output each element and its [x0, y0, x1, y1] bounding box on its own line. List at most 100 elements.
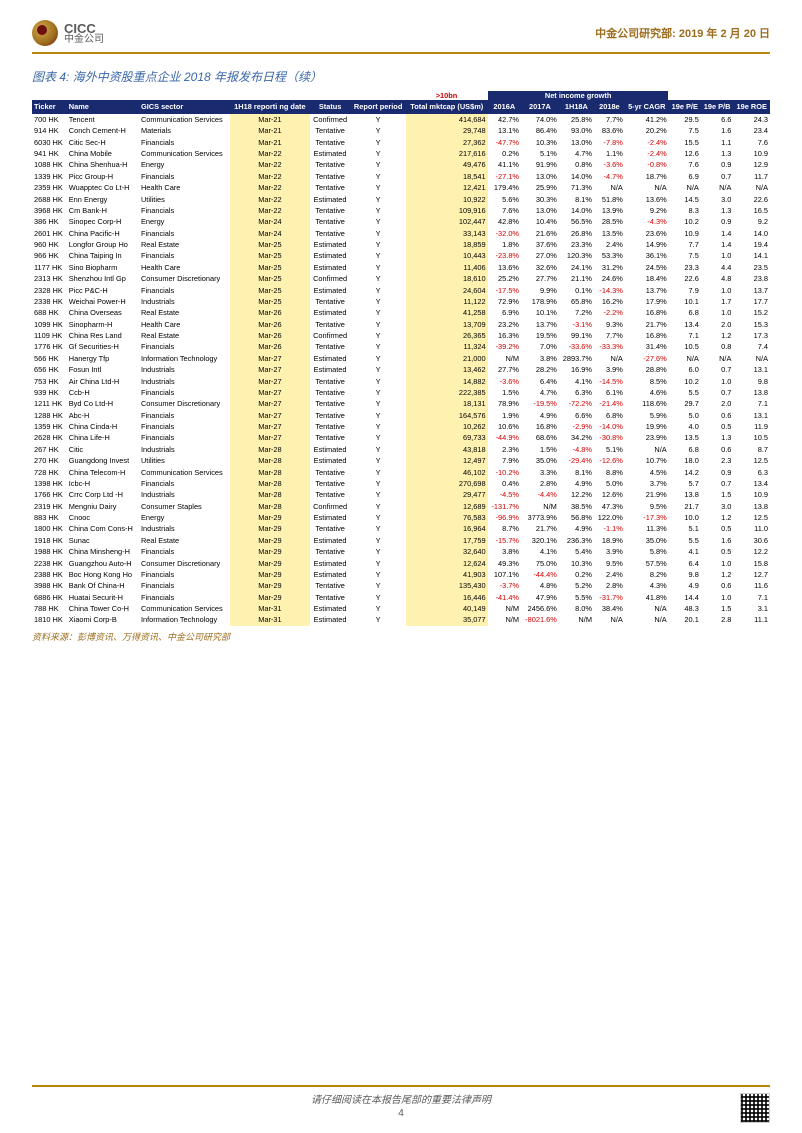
table-cell: 7.5 — [669, 250, 701, 261]
table-cell: 35.0% — [521, 455, 559, 466]
table-cell: 8.0% — [559, 603, 594, 614]
table-cell: 2.4% — [594, 239, 625, 250]
table-cell: Y — [350, 535, 406, 546]
table-cell: 270 HK — [32, 455, 67, 466]
table-cell: Citic Sec-H — [67, 137, 139, 148]
table-cell: Tentative — [310, 296, 350, 307]
table-cell: 6030 HK — [32, 137, 67, 148]
table-cell: -41.4% — [488, 592, 521, 603]
table-cell: 4.1% — [559, 375, 594, 386]
table-cell: Y — [350, 353, 406, 364]
table-cell: Real Estate — [139, 307, 230, 318]
table-cell: -4.8% — [559, 444, 594, 455]
table-cell: Industrials — [139, 489, 230, 500]
table-cell: Mar-27 — [230, 387, 310, 398]
dept-label: 中金公司研究部: — [595, 28, 676, 40]
table-cell: Longfor Group Ho — [67, 239, 139, 250]
table-cell: Mar-22 — [230, 159, 310, 170]
table-cell: Financials — [139, 410, 230, 421]
table-cell: Cm Bank-H — [67, 205, 139, 216]
table-cell: 6.6 — [701, 114, 734, 125]
table-cell: 2456.6% — [521, 603, 559, 614]
table-cell: 91.9% — [521, 159, 559, 170]
table-cell: 13.7% — [625, 284, 669, 295]
logo: CICC 中金公司 — [32, 20, 104, 46]
table-cell: 12.6 — [669, 148, 701, 159]
table-cell: 4.4 — [701, 262, 734, 273]
table-cell: 11.0 — [733, 523, 770, 534]
table-cell: Mar-29 — [230, 592, 310, 603]
table-cell: 3.8% — [488, 546, 521, 557]
table-row: 914 HKConch Cement-HMaterialsMar-21Tenta… — [32, 125, 770, 136]
table-cell: 29,748 — [406, 125, 488, 136]
table-cell: Sino Biopharm — [67, 262, 139, 273]
table-cell: Y — [350, 444, 406, 455]
table-cell: 24.1% — [559, 262, 594, 273]
table-cell: Mar-29 — [230, 535, 310, 546]
table-cell: 2893.7% — [559, 353, 594, 364]
table-cell: 72.9% — [488, 296, 521, 307]
table-cell: Tentative — [310, 125, 350, 136]
table-cell: Guangdong Invest — [67, 455, 139, 466]
table-cell: 14.1 — [733, 250, 770, 261]
table-cell: Estimated — [310, 444, 350, 455]
col-header: 2018e — [594, 100, 625, 114]
table-cell: 34.2% — [559, 432, 594, 443]
table-cell: 75.0% — [521, 557, 559, 568]
table-cell: 1918 HK — [32, 535, 67, 546]
table-cell: 13.8 — [733, 387, 770, 398]
table-cell: Financials — [139, 592, 230, 603]
table-cell: -2.4% — [625, 148, 669, 159]
table-cell: 7.9 — [669, 284, 701, 295]
table-cell: N/M — [488, 353, 521, 364]
table-cell: 8.1% — [559, 193, 594, 204]
table-cell: 9.2 — [733, 216, 770, 227]
table-cell: Y — [350, 330, 406, 341]
table-cell: 1398 HK — [32, 478, 67, 489]
table-cell: Y — [350, 410, 406, 421]
table-cell: Mar-26 — [230, 341, 310, 352]
table-cell: 9.8 — [669, 569, 701, 580]
table-row: 1918 HKSunacReal EstateMar-29EstimatedY1… — [32, 535, 770, 546]
table-cell: -72.2% — [559, 398, 594, 409]
table-cell: 8.7% — [488, 523, 521, 534]
table-cell: Health Care — [139, 319, 230, 330]
table-cell: 11.1 — [733, 614, 770, 625]
table-cell: N/A — [701, 353, 734, 364]
super-gt10bn: >10bn — [406, 91, 488, 100]
table-cell: Sinopec Corp-H — [67, 216, 139, 227]
table-cell: 2238 HK — [32, 557, 67, 568]
table-cell: 11,324 — [406, 341, 488, 352]
table-cell: Mar-26 — [230, 330, 310, 341]
table-cell: N/M — [559, 614, 594, 625]
table-cell: -17.3% — [625, 512, 669, 523]
table-cell: 5.5% — [559, 592, 594, 603]
table-cell: 76,583 — [406, 512, 488, 523]
table-cell: Y — [350, 262, 406, 273]
table-cell: 18,859 — [406, 239, 488, 250]
table-cell: 12,497 — [406, 455, 488, 466]
table-cell: 0.2% — [488, 148, 521, 159]
table-cell: 4.3% — [625, 580, 669, 591]
table-cell: 13.1 — [733, 410, 770, 421]
table-cell: Mar-22 — [230, 193, 310, 204]
table-cell: 2.8% — [521, 478, 559, 489]
table-cell: 31.4% — [625, 341, 669, 352]
table-cell: 26,365 — [406, 330, 488, 341]
table-cell: 16.8% — [521, 421, 559, 432]
table-cell: 5.9% — [625, 410, 669, 421]
table-cell: 16.8% — [625, 307, 669, 318]
table-cell: 13.8 — [669, 489, 701, 500]
table-cell: Y — [350, 512, 406, 523]
table-cell: 28.5% — [594, 216, 625, 227]
table-cell: Estimated — [310, 262, 350, 273]
table-cell: 18,610 — [406, 273, 488, 284]
table-cell: Financials — [139, 580, 230, 591]
table-cell: Weichai Power-H — [67, 296, 139, 307]
table-cell: 18,541 — [406, 171, 488, 182]
logo-mark — [32, 20, 58, 46]
table-cell: 69,733 — [406, 432, 488, 443]
table-cell: Mengniu Dairy — [67, 501, 139, 512]
table-cell: -21.4% — [594, 398, 625, 409]
table-cell: N/A — [669, 353, 701, 364]
